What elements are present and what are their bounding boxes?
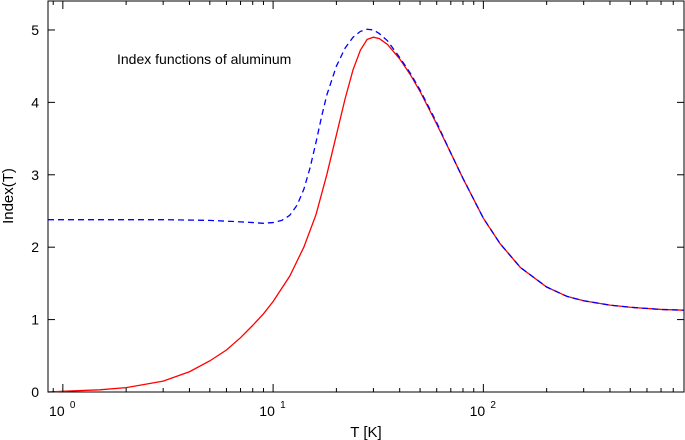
x-tick-exponent: 0 [70,400,76,411]
chart-annotation: Index functions of aluminum [117,51,291,67]
x-tick-exponent: 2 [490,400,496,411]
y-tick-label: 0 [31,384,39,400]
series-layer [47,28,685,393]
x-tick-exponent: 1 [280,400,286,411]
x-tick-label: 10 [259,403,275,419]
y-tick-label: 2 [31,239,39,255]
y-tick-label: 5 [31,22,39,38]
series-line-solid [47,36,685,393]
y-tick-label: 4 [31,94,39,110]
ticks-layer: 0 1 2 3 4 5 10 0 10 1 10 2 [31,1,685,419]
series-line-dashed [48,28,685,311]
x-tick-label: 10 [470,403,486,419]
y-tick-label: 3 [31,167,39,183]
x-axis-label: T [K] [350,424,381,440]
x-tick-label: 10 [49,403,65,419]
plot-frame [47,0,685,393]
y-axis-label: Index(T) [0,168,17,224]
y-tick-label: 1 [31,312,39,328]
